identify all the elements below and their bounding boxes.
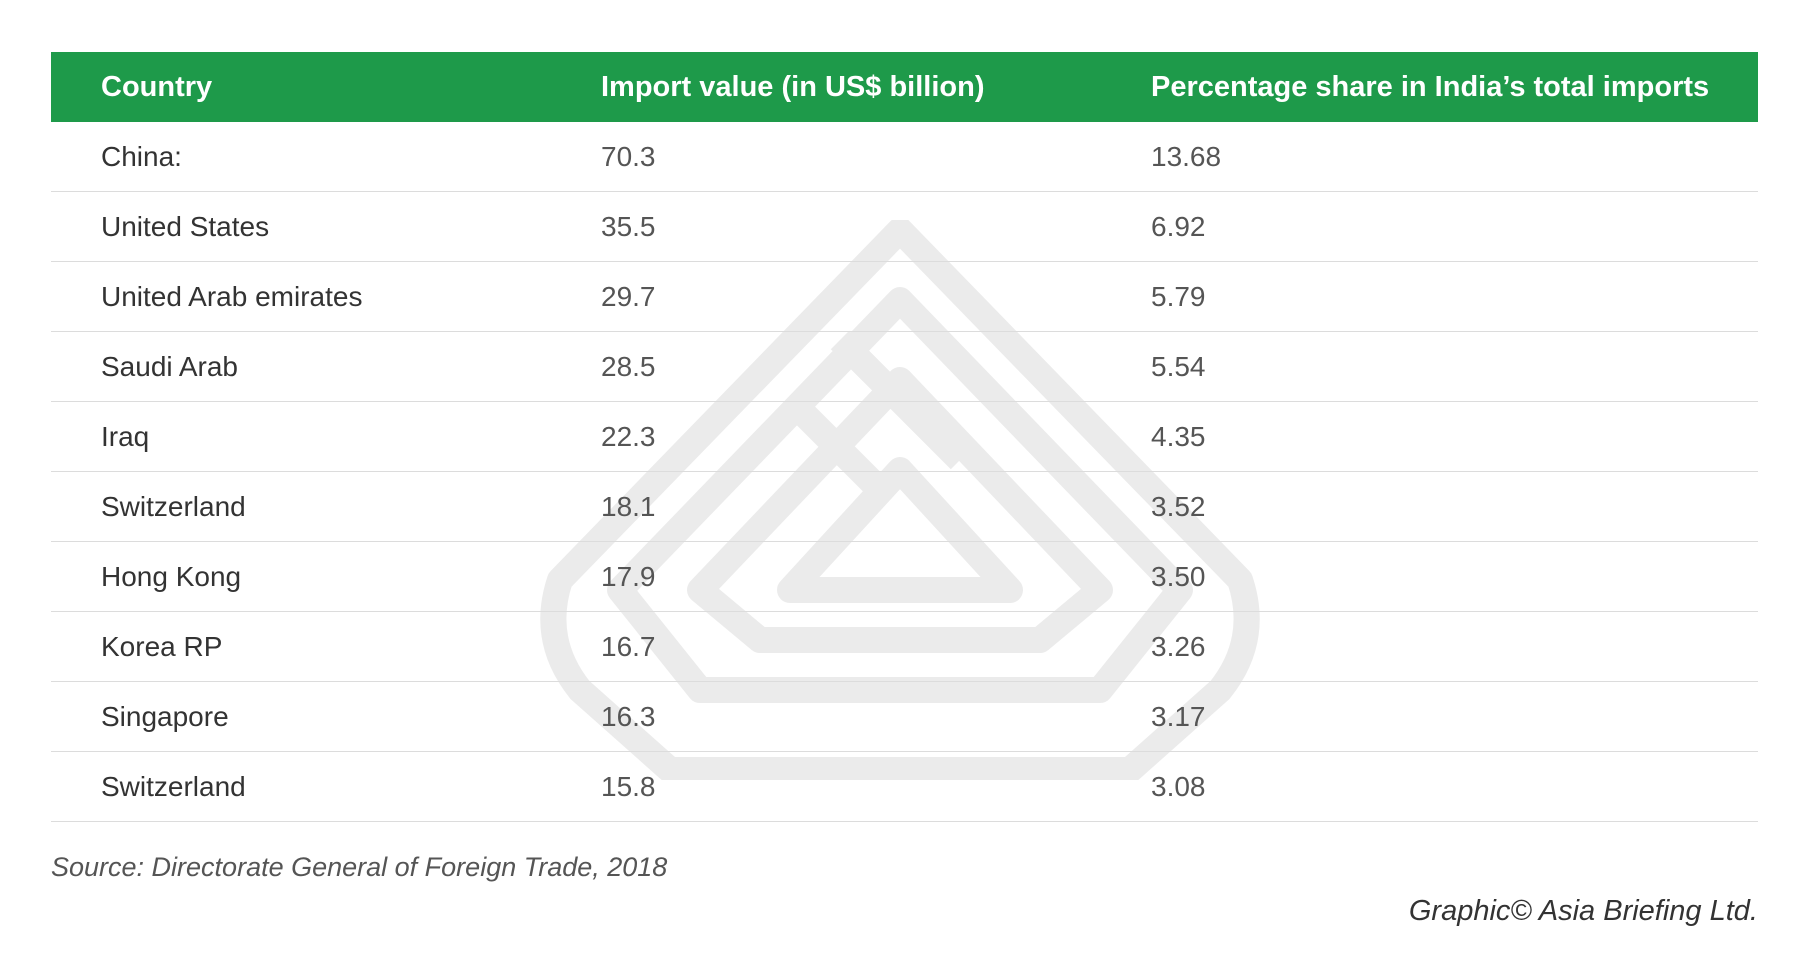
table-row: Singapore 16.3 3.17 bbox=[51, 682, 1758, 752]
cell-import-value: 22.3 bbox=[601, 420, 656, 452]
cell-import-value: 28.5 bbox=[601, 350, 656, 382]
cell-import-value: 15.8 bbox=[601, 770, 656, 802]
cell-share: 3.08 bbox=[1151, 770, 1206, 802]
table-row: Hong Kong 17.9 3.50 bbox=[51, 542, 1758, 612]
cell-share: 3.50 bbox=[1151, 560, 1206, 592]
imports-table: Country Import value (in US$ billion) Pe… bbox=[51, 52, 1758, 822]
table-row: United Arab emirates 29.7 5.79 bbox=[51, 262, 1758, 332]
cell-country: Switzerland bbox=[101, 770, 246, 802]
table-body: China: 70.3 13.68 United States 35.5 6.92 Unit… bbox=[51, 122, 1758, 822]
cell-country: Hong Kong bbox=[101, 560, 242, 592]
cell-share: 13.68 bbox=[1151, 140, 1222, 172]
cell-country: Saudi Arab bbox=[101, 350, 238, 382]
cell-import-value: 18.1 bbox=[601, 490, 656, 522]
cell-share: 3.17 bbox=[1151, 700, 1206, 732]
cell-share: 6.92 bbox=[1151, 210, 1206, 242]
cell-country: Iraq bbox=[101, 420, 150, 452]
table-row: Korea RP 16.7 3.26 bbox=[51, 612, 1758, 682]
header-import-value: Import value (in US$ billion) bbox=[601, 70, 985, 103]
cell-country: Singapore bbox=[101, 700, 229, 732]
cell-country: United States bbox=[101, 210, 270, 242]
header-country: Country bbox=[101, 70, 213, 103]
table-row: Iraq 22.3 4.35 bbox=[51, 402, 1758, 472]
cell-country: United Arab emirates bbox=[101, 280, 363, 312]
cell-share: 5.79 bbox=[1151, 280, 1206, 312]
cell-share: 4.35 bbox=[1151, 420, 1206, 452]
table-row: Switzerland 15.8 3.08 bbox=[51, 752, 1758, 822]
table-row: Switzerland 18.1 3.52 bbox=[51, 472, 1758, 542]
cell-share: 5.54 bbox=[1151, 350, 1206, 382]
cell-country: Korea RP bbox=[101, 630, 223, 662]
cell-import-value: 16.3 bbox=[601, 700, 656, 732]
table-row: China: 70.3 13.68 bbox=[51, 122, 1758, 192]
cell-country: Switzerland bbox=[101, 490, 246, 522]
table-row: Saudi Arab 28.5 5.54 bbox=[51, 332, 1758, 402]
cell-share: 3.26 bbox=[1151, 630, 1206, 662]
source-note: Source: Directorate General of Foreign T… bbox=[51, 852, 668, 882]
header-share: Percentage share in India’s total import… bbox=[1151, 70, 1710, 103]
cell-import-value: 17.9 bbox=[601, 560, 656, 592]
cell-import-value: 35.5 bbox=[601, 210, 656, 242]
cell-import-value: 16.7 bbox=[601, 630, 656, 662]
table-row: United States 35.5 6.92 bbox=[51, 192, 1758, 262]
graphic-credit: Graphic© Asia Briefing Ltd. bbox=[1408, 895, 1758, 927]
cell-share: 3.52 bbox=[1151, 490, 1206, 522]
cell-import-value: 70.3 bbox=[601, 140, 656, 172]
cell-import-value: 29.7 bbox=[601, 280, 656, 312]
cell-country: China: bbox=[101, 140, 182, 172]
table-header: Country Import value (in US$ billion) Pe… bbox=[51, 52, 1758, 122]
